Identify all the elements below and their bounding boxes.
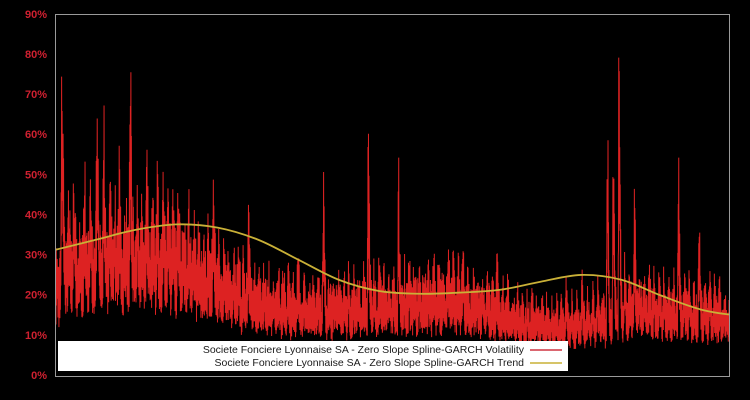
y-axis-tick-label: 0% <box>31 370 47 382</box>
y-axis-tick-label: 30% <box>25 250 47 262</box>
y-axis-tick-label: 80% <box>25 49 47 61</box>
legend-label-volatility: Societe Fonciere Lyonnaise SA - Zero Slo… <box>203 344 525 356</box>
y-axis: 0% 10% 20% 30% 40% 50% 60% 70% 80% 90% <box>25 9 47 382</box>
y-axis-tick-label: 90% <box>25 9 47 21</box>
y-axis-tick-label: 50% <box>25 169 47 181</box>
legend-background <box>58 341 568 371</box>
y-axis-tick-label: 40% <box>25 209 47 221</box>
plot-area-border <box>55 14 730 377</box>
legend-label-trend: Societe Fonciere Lyonnaise SA - Zero Slo… <box>214 357 524 369</box>
y-axis-tick-label: 20% <box>25 290 47 302</box>
y-axis-tick-label: 60% <box>25 129 47 141</box>
trend-series-line <box>56 223 729 316</box>
y-axis-tick-label: 10% <box>25 330 47 342</box>
chart-legend[interactable]: Societe Fonciere Lyonnaise SA - Zero Slo… <box>58 341 568 371</box>
y-axis-tick-label: 70% <box>25 89 47 101</box>
volatility-series-line <box>56 57 729 350</box>
